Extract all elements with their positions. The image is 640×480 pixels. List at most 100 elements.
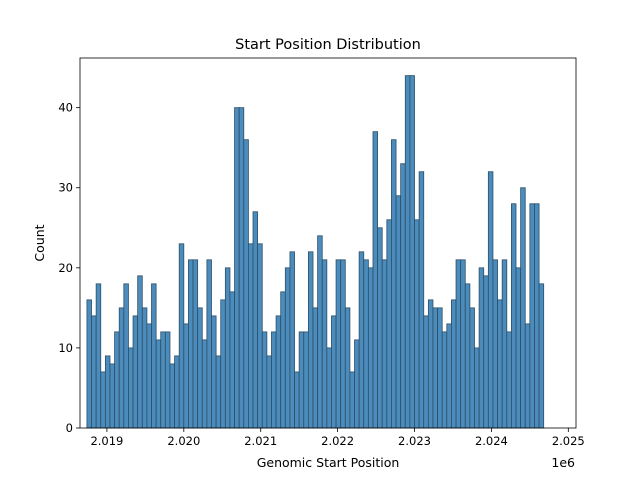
histogram-bar xyxy=(192,259,199,429)
histogram-bar xyxy=(91,315,97,429)
histogram-bar xyxy=(128,347,134,429)
histogram-bar xyxy=(331,315,337,429)
histogram-bar xyxy=(118,307,125,429)
y-tick-label: 30 xyxy=(58,181,73,195)
histogram-bar xyxy=(414,219,420,429)
histogram-bar xyxy=(515,267,522,429)
histogram-bar xyxy=(474,347,480,429)
histogram-bar xyxy=(155,339,162,429)
histogram-bar xyxy=(178,243,185,429)
histogram-bar xyxy=(363,259,369,429)
histogram-bar xyxy=(386,219,392,429)
histogram-bar xyxy=(132,315,139,429)
x-axis-offset-label: 1e6 xyxy=(551,455,575,470)
histogram-bar xyxy=(141,307,148,429)
x-axis-label: Genomic Start Position xyxy=(257,455,400,470)
histogram-bar xyxy=(391,139,397,429)
histogram-bar xyxy=(229,291,235,429)
histogram-bar xyxy=(317,235,323,429)
histogram-bar xyxy=(349,371,355,429)
histogram-bar xyxy=(534,203,540,429)
histogram-bar xyxy=(261,331,268,429)
histogram-bar xyxy=(104,355,111,429)
histogram-bar xyxy=(446,323,452,429)
histogram-bar xyxy=(538,283,545,429)
histogram-bar xyxy=(510,203,517,429)
histogram-bar xyxy=(252,211,259,429)
histogram-bar xyxy=(164,331,171,429)
histogram-bar xyxy=(400,163,406,429)
histogram-bar xyxy=(284,267,291,429)
x-axis-ticks: 2.019 2.020 2.021 2.022 2.023 2.024 2.025 xyxy=(90,428,585,448)
histogram-bar xyxy=(307,251,314,429)
histogram-bar xyxy=(497,299,503,429)
histogram-bar xyxy=(492,259,498,429)
histogram-bar xyxy=(520,187,526,429)
y-tick-label: 20 xyxy=(58,261,73,275)
histogram-bar xyxy=(358,251,365,429)
histogram-bar xyxy=(298,331,305,429)
histogram-bar xyxy=(344,307,351,429)
histogram-bar xyxy=(183,323,189,429)
histogram-bar xyxy=(206,259,212,429)
histogram-bar xyxy=(469,307,475,429)
histogram-bar xyxy=(478,267,485,429)
histogram-bar xyxy=(427,299,434,429)
histogram-bar xyxy=(243,139,249,429)
histogram-bar xyxy=(271,331,277,429)
histogram-bar xyxy=(289,251,295,429)
histogram-bar xyxy=(483,275,489,429)
histogram-bar xyxy=(174,355,180,429)
histogram-bar xyxy=(238,107,245,429)
histogram-bar xyxy=(234,107,240,429)
histogram-bar xyxy=(201,339,208,429)
x-tick-label: 2.020 xyxy=(167,434,200,448)
histogram-bar xyxy=(151,283,157,429)
chart-title: Start Position Distribution xyxy=(235,37,421,53)
histogram-bar xyxy=(404,75,411,429)
y-tick-label: 10 xyxy=(58,341,73,355)
histogram-bar xyxy=(224,267,231,429)
histogram-bar xyxy=(257,243,263,429)
histogram-bar xyxy=(354,339,360,429)
x-tick-label: 2.023 xyxy=(398,434,431,448)
histogram-bar xyxy=(335,259,342,429)
histogram-bar xyxy=(169,363,175,429)
histogram-bar xyxy=(248,243,254,429)
y-tick-label: 0 xyxy=(66,421,73,435)
histogram-bar xyxy=(197,307,203,429)
histogram-bar xyxy=(381,259,388,429)
histogram-bar xyxy=(455,259,462,429)
histogram-bar xyxy=(460,259,466,429)
histogram-bar xyxy=(395,195,402,429)
x-tick-label: 2.022 xyxy=(321,434,354,448)
histogram-bar xyxy=(188,259,194,429)
plot-area-frame xyxy=(79,57,577,429)
histogram-bar xyxy=(529,203,535,429)
histogram-bar xyxy=(211,315,217,429)
histogram-bar xyxy=(340,259,346,429)
histogram-bar xyxy=(372,131,378,429)
histogram-bar xyxy=(326,347,332,429)
histogram-bar xyxy=(441,331,448,429)
histogram-bar xyxy=(506,331,512,429)
histogram-bar xyxy=(114,331,120,429)
histogram-bar xyxy=(418,171,425,429)
y-axis-ticks: 0 10 20 30 40 xyxy=(58,101,80,435)
x-tick-label: 2.021 xyxy=(244,434,277,448)
histogram-bar xyxy=(294,371,300,429)
histogram-bar xyxy=(451,299,457,429)
histogram-bar xyxy=(146,323,152,429)
histogram-bar xyxy=(86,299,92,429)
y-axis-label: Count xyxy=(32,224,47,261)
histogram-bar xyxy=(137,275,143,429)
histogram-bar xyxy=(367,267,374,429)
histogram-bar xyxy=(464,283,471,429)
histogram-bar xyxy=(275,315,282,429)
histogram-bar xyxy=(437,307,443,429)
histogram-bar xyxy=(100,371,106,429)
histogram-bar xyxy=(432,307,438,429)
histogram-bar xyxy=(215,355,222,429)
histogram-bar xyxy=(280,291,286,429)
